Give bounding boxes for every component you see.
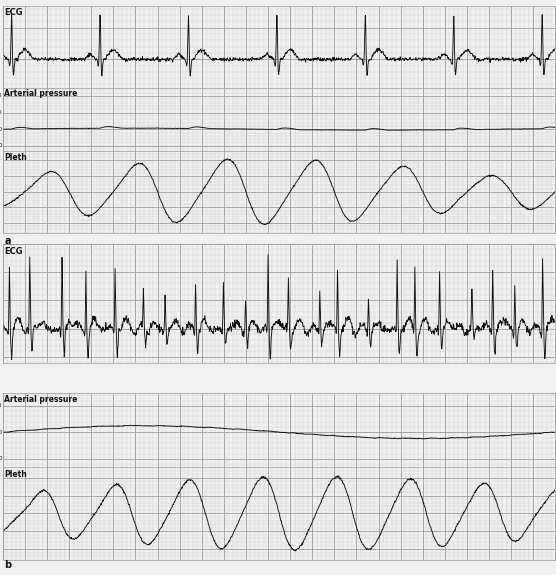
Text: ECG: ECG bbox=[4, 247, 23, 256]
Text: Pleth: Pleth bbox=[4, 470, 27, 479]
Text: Arterial pressure: Arterial pressure bbox=[4, 90, 78, 98]
Text: ECG: ECG bbox=[4, 8, 23, 17]
Text: 100: 100 bbox=[0, 110, 2, 115]
Text: Arterial pressure: Arterial pressure bbox=[4, 395, 78, 404]
Text: a: a bbox=[4, 236, 11, 246]
Text: 0: 0 bbox=[0, 457, 2, 462]
Text: 50: 50 bbox=[0, 126, 2, 132]
Text: b: b bbox=[4, 561, 12, 570]
Text: 100: 100 bbox=[0, 403, 2, 408]
Text: Pleth: Pleth bbox=[4, 154, 27, 162]
Text: 0: 0 bbox=[0, 143, 2, 148]
Text: 50: 50 bbox=[0, 430, 2, 435]
Text: 150: 150 bbox=[0, 93, 2, 98]
